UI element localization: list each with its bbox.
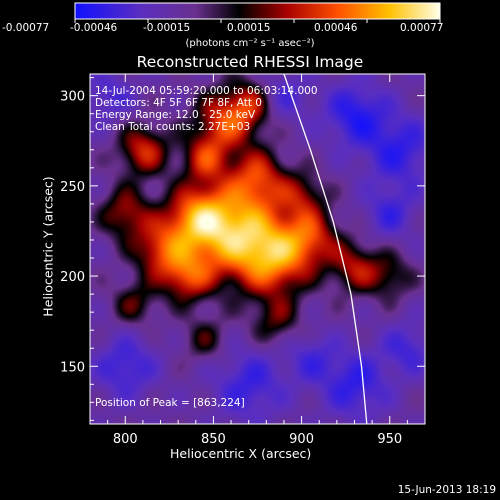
x-axis-title: Heliocentric X (arcsec) [170,446,312,461]
colorbar-tick-label-3: 0.00015 [227,22,271,34]
colorbar-tick-label-5: 0.00077 [400,22,444,34]
colorbar [74,2,441,20]
heatmap-image [90,74,425,424]
y-axis-title: Heliocentric Y (arcsec) [40,176,56,317]
x-tick-label-2: 900 [289,432,314,447]
info-detectors: Detectors: 4F 5F 6F 7F 8F, Att 0 [95,97,262,109]
y-tick-label-1: 200 [60,270,85,285]
colorbar-ticks [74,19,441,23]
chart-title: Reconstructed RHESSI Image [136,53,364,71]
plot-area: 800 850 900 950 150 200 250 300 [60,73,426,447]
y-tick-label-3: 300 [60,90,85,105]
info-energy-range: Energy Range: 12.0 - 25.0 keV [95,109,256,121]
x-tick-label-1: 850 [201,432,226,447]
colorbar-units: (photons cm⁻² s⁻¹ asec⁻²) [185,38,315,49]
y-tick-label-0: 150 [60,360,85,375]
colorbar-tick-label-1: -0.00046 [70,22,118,34]
info-clean-counts: Clean Total counts: 2.27E+03 [95,121,251,133]
colorbar-tick-label-2: -0.00015 [143,22,191,34]
x-tick-label-3: 950 [377,432,402,447]
plot-frame [89,73,426,425]
plot-timestamp: 15-Jun-2013 18:19 [397,484,496,496]
x-tick-label-0: 800 [113,432,138,447]
solar-limb-curve [283,73,368,425]
peak-position-label: Position of Peak = [863,224] [95,397,245,409]
y-tick-label-2: 250 [60,180,85,195]
info-time-range: 14-Jul-2004 05:59:20.000 to 06:03:14.000 [95,85,318,97]
colorbar-tick-label-0: -0.00077 [2,22,50,34]
colorbar-tick-label-4: 0.00046 [314,22,358,34]
